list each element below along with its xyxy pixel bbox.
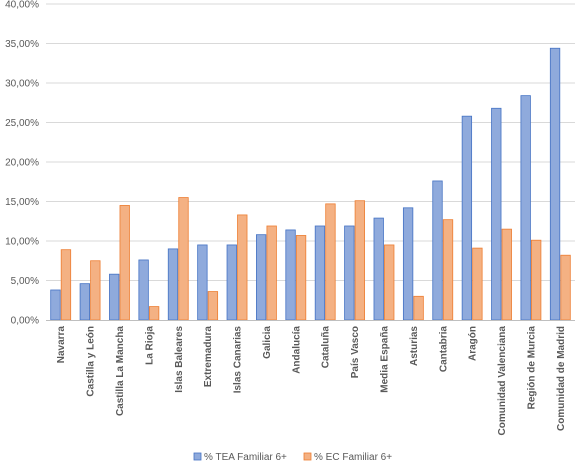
x-category-label: Región de Murcia — [526, 326, 537, 410]
bar-series-2 — [413, 295, 424, 321]
x-category-label: Comunidad Valenciana — [497, 326, 508, 436]
bar-series-2 — [90, 260, 101, 321]
bar-series-2 — [325, 203, 336, 321]
bar-series-2 — [178, 197, 189, 321]
bar-series-1 — [50, 289, 61, 321]
x-category-label: Cantabria — [438, 326, 449, 373]
y-tick-label: 0,00% — [11, 316, 39, 327]
y-axis-tick-labels: 0,00% 5,00% 10,00% 15,00% 20,00% 25,00% 30,00%… — [5, 0, 39, 327]
bar-series-1 — [520, 95, 531, 321]
x-category-label: Cataluña — [321, 326, 332, 369]
bar-series-1 — [344, 225, 355, 321]
legend-swatch-1 — [193, 452, 202, 461]
bar-series-1 — [226, 244, 237, 321]
legend: % TEA Familiar 6+ % EC Familiar 6+ — [193, 452, 392, 463]
x-category-label: Extremadura — [203, 326, 214, 388]
bar-series-1 — [138, 259, 149, 321]
x-category-label: La Rioja — [144, 326, 155, 365]
y-tick-label: 10,00% — [5, 237, 39, 248]
bars — [50, 47, 571, 321]
legend-label-1: % TEA Familiar 6+ — [204, 452, 287, 463]
x-category-label: Castilla La Mancha — [115, 326, 126, 416]
bar-series-2 — [119, 205, 130, 321]
x-category-label: Islas Canarias — [233, 326, 244, 394]
gridlines — [46, 3, 575, 281]
x-category-label: Asturias — [409, 326, 420, 366]
x-category-label: Navarra — [56, 326, 67, 364]
bar-series-2 — [384, 244, 395, 321]
bar-series-1 — [461, 115, 473, 321]
x-category-label: Media España — [379, 326, 390, 393]
bar-series-1 — [256, 234, 267, 321]
bar-series-2 — [560, 254, 571, 321]
y-tick-label: 40,00% — [5, 0, 39, 11]
y-tick-label: 25,00% — [5, 118, 39, 129]
x-category-label: Andalucía — [291, 326, 302, 374]
bar-series-2 — [266, 225, 277, 321]
legend-swatch-2 — [303, 452, 312, 461]
y-tick-label: 5,00% — [11, 276, 39, 287]
y-tick-label: 30,00% — [5, 79, 39, 90]
y-tick-label: 35,00% — [5, 39, 39, 50]
bar-series-1 — [197, 244, 208, 321]
x-category-label: Castilla y León — [86, 326, 97, 397]
bar-series-1 — [432, 180, 443, 321]
bar-series-2 — [237, 214, 248, 321]
bar-series-1 — [402, 207, 414, 321]
bar-series-2 — [148, 306, 160, 321]
x-category-label: Galicia — [262, 326, 273, 359]
bar-series-2 — [60, 249, 72, 321]
bar-series-2 — [442, 219, 454, 321]
x-category-label: Islas Baleares — [174, 326, 185, 393]
bar-series-2 — [501, 228, 512, 321]
bar-series-2 — [207, 291, 219, 321]
bar-series-2 — [354, 200, 365, 321]
bar-series-1 — [285, 229, 296, 321]
legend-label-2: % EC Familiar 6+ — [314, 452, 392, 463]
bar-series-1 — [549, 47, 561, 321]
x-category-label: Comunidad de Madrid — [556, 326, 567, 431]
x-category-label: Aragón — [468, 326, 479, 361]
bar-series-2 — [531, 239, 542, 321]
x-axis-category-labels: Navarra Castilla y León Castilla La Mancha… — [56, 326, 567, 436]
bar-series-1 — [314, 225, 326, 321]
x-category-label: País Vasco — [350, 326, 361, 378]
bar-series-1 — [167, 248, 179, 321]
bar-series-2 — [295, 235, 307, 321]
bar-series-1 — [109, 273, 120, 321]
bar-series-2 — [472, 247, 483, 321]
bar-series-1 — [373, 217, 384, 321]
bar-series-1 — [79, 283, 90, 321]
y-tick-label: 15,00% — [5, 197, 39, 208]
bar-series-1 — [491, 107, 502, 321]
y-tick-label: 20,00% — [5, 158, 39, 169]
